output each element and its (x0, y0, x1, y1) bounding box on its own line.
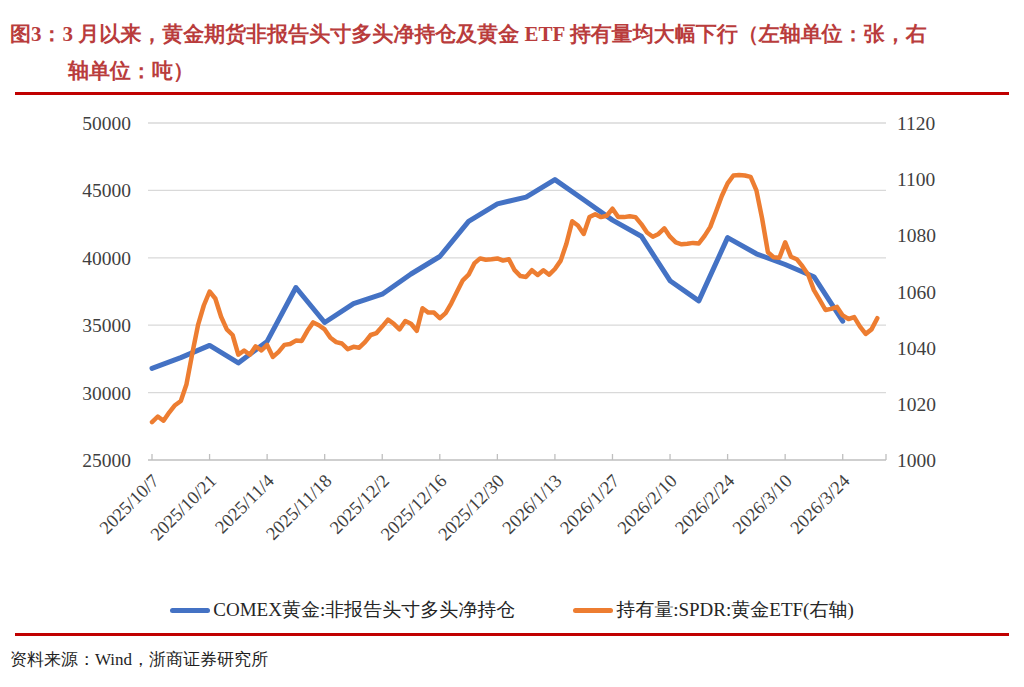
svg-text:1040: 1040 (897, 338, 936, 359)
legend-label-spdr: 持有量:SPDR:黄金ETF(右轴) (616, 597, 854, 623)
legend-item-spdr: 持有量:SPDR:黄金ETF(右轴) (573, 597, 854, 623)
dual-axis-line-chart: 50000 45000 40000 35000 30000 25000 1120 1100 10… (0, 100, 1024, 590)
source-note: 资料来源：Wind，浙商证券研究所 (10, 648, 268, 671)
figure-title: 图3：3 月以来，黄金期货非报告头寸多头净持仓及黄金 ETF 持有量均大幅下行（… (10, 16, 1014, 90)
figure-title-line1: 图3：3 月以来，黄金期货非报告头寸多头净持仓及黄金 ETF 持有量均大幅下行（… (10, 16, 1014, 53)
svg-text:1000: 1000 (897, 450, 936, 471)
svg-text:2026/1/13: 2026/1/13 (499, 471, 566, 538)
svg-text:1020: 1020 (897, 394, 936, 415)
chart-legend: COMEX黄金:非报告头寸多头净持仓 持有量:SPDR:黄金ETF(右轴) (0, 597, 1024, 623)
svg-text:1080: 1080 (897, 225, 936, 246)
title-divider-rule (15, 92, 1009, 95)
svg-text:45000: 45000 (82, 180, 131, 201)
svg-text:2026/2/24: 2026/2/24 (671, 471, 738, 538)
footer-divider-rule (15, 633, 1009, 636)
svg-text:35000: 35000 (82, 315, 131, 336)
legend-swatch-blue-line (170, 608, 210, 613)
svg-text:2026/3/10: 2026/3/10 (729, 471, 796, 538)
svg-text:50000: 50000 (82, 113, 131, 134)
svg-text:30000: 30000 (82, 383, 131, 404)
svg-text:2026/3/24: 2026/3/24 (786, 471, 853, 538)
figure-title-text1: 3 月以来，黄金期货非报告头寸多头净持仓及黄金 ETF 持有量均大幅下行（左轴单… (63, 22, 927, 46)
svg-text:1120: 1120 (897, 113, 935, 134)
figure-title-line2: 轴单位：吨） (68, 53, 1014, 90)
legend-item-comex: COMEX黄金:非报告头寸多头净持仓 (170, 597, 515, 623)
svg-text:25000: 25000 (82, 450, 131, 471)
svg-text:2026/1/27: 2026/1/27 (556, 471, 623, 538)
figure-label: 图3： (10, 22, 63, 46)
svg-text:1100: 1100 (897, 169, 935, 190)
svg-text:40000: 40000 (82, 248, 131, 269)
legend-label-comex: COMEX黄金:非报告头寸多头净持仓 (213, 597, 515, 623)
legend-swatch-orange-line (573, 608, 613, 613)
svg-text:2026/2/10: 2026/2/10 (614, 471, 681, 538)
svg-text:1060: 1060 (897, 282, 936, 303)
